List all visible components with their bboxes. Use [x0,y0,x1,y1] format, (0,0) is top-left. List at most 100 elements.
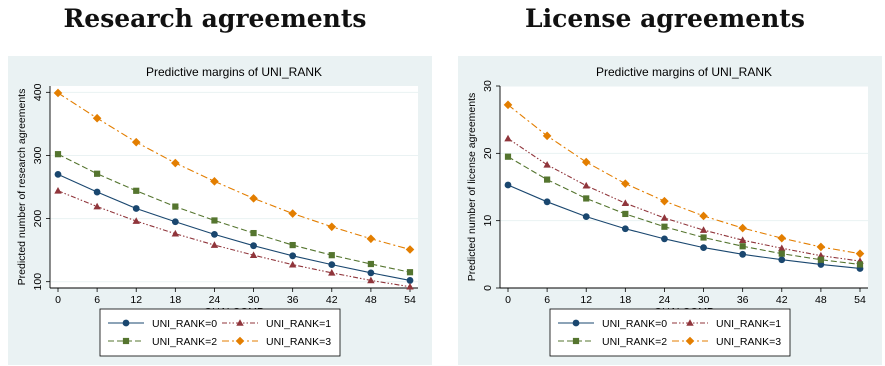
license-plot-area [500,86,868,288]
license-legend: UNI_RANK=0 UNI_RANK=1 UNI_RANK=2 UNI_RANK=3 [549,308,791,357]
license-legend-marker-uni-rank-1 [686,319,694,326]
license-legend-label-uni-rank-1: UNI_RANK=1 [716,318,781,330]
license-legend-label-uni-rank-2: UNI_RANK=2 [602,336,667,348]
research-legend-marker-uni-rank-3 [235,336,245,346]
license-y-tick-label: 20 [482,147,494,159]
research-point-uni-rank-0-30 [250,242,257,250]
research-series-line-uni-rank-0 [57,173,411,281]
research-x-tick-label: 48 [365,294,377,306]
research-agreements-heading: Research agreements [63,4,367,33]
research-series-uni-rank-3 [53,88,415,254]
research-x-tick-label: 36 [287,294,299,306]
research-point-uni-rank-1-42 [328,269,336,276]
research-legend: UNI_RANK=0 UNI_RANK=1 UNI_RANK=2 UNI_RANK=3 [99,308,341,357]
research-x-tick-label: 24 [209,294,221,306]
research-point-uni-rank-0-18 [171,218,179,226]
license-y-axis-label: Predicted number of license agreements [466,93,478,282]
research-point-uni-rank-1-36 [288,260,297,268]
license-point-uni-rank-2-48 [817,256,824,263]
research-point-uni-rank-2-18 [172,203,179,210]
research-legend-item-uni-rank-0: UNI_RANK=0 [108,318,217,330]
license-x-tick-label: 18 [619,294,631,306]
research-point-uni-rank-2-12 [133,187,140,194]
license-legend-item-uni-rank-1: UNI_RANK=1 [672,318,781,330]
research-point-uni-rank-2-42 [328,252,335,259]
research-x-tick-label: 6 [94,294,100,306]
license-point-uni-rank-3-36 [738,223,747,233]
license-point-uni-rank-1-6 [543,160,551,168]
research-legend-item-uni-rank-2: UNI_RANK=2 [108,336,217,348]
research-point-uni-rank-1-6 [93,202,101,210]
license-legend-box [549,308,791,357]
license-point-uni-rank-3-30 [699,211,708,221]
research-point-uni-rank-1-48 [367,276,375,284]
license-point-uni-rank-0-12 [582,213,590,221]
license-x-tick-label: 30 [698,294,710,306]
license-point-uni-rank-2-54 [856,261,864,268]
license-point-uni-rank-3-6 [542,131,552,141]
license-point-uni-rank-1-18 [621,199,630,206]
license-point-uni-rank-2-42 [778,250,785,257]
research-point-uni-rank-1-0 [54,186,62,194]
research-point-uni-rank-2-36 [289,241,296,249]
license-agreements-heading: License agreements [525,4,805,33]
research-chart-title: Predictive margins of UNI_RANK [146,65,322,79]
research-y-tick-label: 200 [32,210,44,228]
research-x-tick-label: 18 [169,294,181,306]
license-chart-title: Predictive margins of UNI_RANK [596,65,772,79]
research-y-tick-label: 100 [32,273,44,291]
research-y-tick-label: 300 [32,147,44,165]
license-x-tick-label: 36 [737,294,749,306]
license-y-tick-label: 10 [482,215,494,227]
research-legend-marker-uni-rank-2 [122,337,130,345]
research-point-uni-rank-2-48 [367,260,374,268]
license-x-tick-label: 6 [544,294,550,306]
research-series-uni-rank-2 [54,151,414,276]
license-legend-marker-uni-rank-2 [572,337,580,345]
research-legend-label-uni-rank-1: UNI_RANK=1 [266,318,331,330]
research-point-uni-rank-2-6 [94,170,101,177]
research-series-line-uni-rank-3 [57,92,411,251]
research-legend-item-uni-rank-1: UNI_RANK=1 [222,318,331,330]
research-plot-area [50,86,418,288]
research-y-axis-label: Predicted number of research agreements [16,89,28,286]
license-point-uni-rank-0-0 [504,181,512,189]
research-point-uni-rank-1-24 [210,241,219,248]
license-y-tick-label: 0 [482,285,494,291]
research-legend-label-uni-rank-0: UNI_RANK=0 [152,318,217,330]
license-point-uni-rank-2-24 [661,223,668,230]
research-point-uni-rank-0-48 [367,269,375,277]
license-agreements-chart: 0 10 20 30 0 6 12 18 24 30 36 42 48 54 Predictive marg… [458,56,882,365]
research-point-uni-rank-2-24 [211,217,218,224]
research-point-uni-rank-3-36 [288,209,297,218]
research-point-uni-rank-1-12 [132,217,140,224]
license-point-uni-rank-1-12 [582,181,590,189]
research-point-uni-rank-2-0 [54,151,62,158]
license-legend-marker-uni-rank-0 [572,319,580,327]
license-point-uni-rank-2-0 [504,153,512,160]
license-point-uni-rank-3-0 [503,100,513,110]
research-legend-marker-uni-rank-0 [122,319,130,327]
research-x-tick-label: 54 [404,294,416,306]
research-legend-box [99,308,341,357]
research-point-uni-rank-0-6 [93,188,101,196]
license-point-uni-rank-3-24 [660,196,669,206]
research-legend-label-uni-rank-2: UNI_RANK=2 [152,336,217,348]
research-point-uni-rank-3-30 [249,194,258,203]
research-y-tick-label: 400 [32,83,44,101]
license-x-tick-label: 42 [776,294,788,306]
license-point-uni-rank-1-36 [738,236,747,243]
research-legend-marker-uni-rank-1 [236,319,244,326]
license-legend-item-uni-rank-0: UNI_RANK=0 [558,318,667,330]
license-point-uni-rank-0-30 [700,244,707,252]
research-point-uni-rank-3-24 [210,177,219,186]
research-legend-label-uni-rank-3: UNI_RANK=3 [266,336,331,348]
research-point-uni-rank-1-30 [249,251,258,258]
research-point-uni-rank-3-12 [131,137,141,147]
research-series-line-uni-rank-2 [57,153,411,273]
research-x-tick-label: 0 [55,294,61,306]
research-agreements-chart: 100 200 300 400 0 6 12 18 24 30 36 42 48 54 Predictive… [8,56,432,365]
research-series-uni-rank-0 [54,170,414,284]
research-x-tick-label: 12 [130,294,142,306]
license-y-tick-label: 30 [482,80,494,92]
